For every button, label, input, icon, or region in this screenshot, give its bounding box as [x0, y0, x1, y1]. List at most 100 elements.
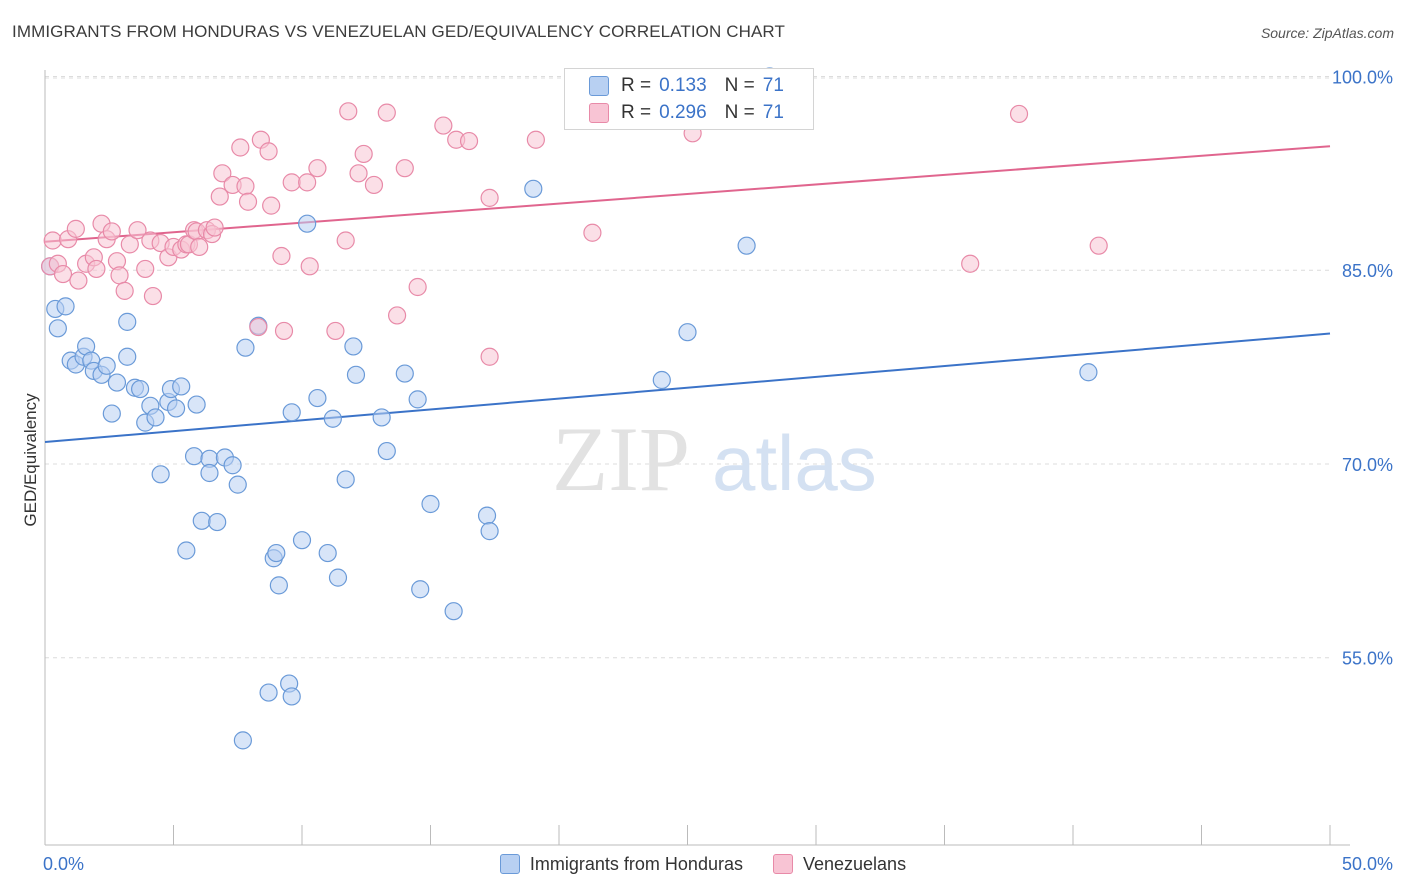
y-tick-label: 100.0%: [1332, 67, 1393, 87]
data-point: [737, 236, 756, 255]
data-point: [231, 138, 250, 157]
tick-labels: 100.0% 85.0% 70.0% 55.0% 0.0% 50.0%: [43, 67, 1393, 874]
data-point: [328, 568, 348, 587]
data-point: [395, 159, 414, 178]
data-point: [583, 223, 602, 242]
data-point: [118, 312, 137, 331]
source-label: Source: ZipAtlas.com: [1260, 25, 1394, 41]
data-point: [336, 231, 355, 250]
data-point: [292, 531, 312, 550]
data-point: [1009, 104, 1029, 124]
data-point: [115, 281, 134, 300]
data-point: [269, 576, 288, 595]
data-point: [136, 259, 155, 279]
legend-r-label: R =: [621, 102, 652, 123]
trend-line: [44, 332, 1331, 443]
data-point: [395, 364, 414, 383]
data-point: [262, 196, 281, 215]
data-point: [166, 399, 186, 418]
data-point: [213, 164, 232, 183]
x-tick-label: 0.0%: [43, 854, 84, 874]
data-point: [223, 456, 242, 475]
series-swatch-honduras: [499, 854, 520, 874]
data-point: [298, 214, 317, 233]
legend-row-venezuelans: R = 0.296 N = 71: [589, 100, 784, 126]
data-point: [43, 231, 62, 250]
data-point: [480, 347, 499, 366]
series-legend-item-honduras[interactable]: Immigrants from Honduras: [499, 853, 743, 875]
data-point: [238, 192, 258, 211]
data-point: [146, 408, 165, 427]
data-point: [326, 321, 345, 341]
data-point: [259, 142, 278, 161]
data-point: [200, 463, 219, 483]
series-legend: Immigrants from Honduras Venezuelans: [0, 852, 1406, 876]
data-point: [236, 338, 255, 357]
data-point: [678, 323, 697, 342]
data-point: [249, 317, 268, 337]
legend-r-label: R =: [621, 75, 652, 96]
data-point: [118, 347, 137, 366]
data-point: [236, 177, 255, 196]
data-point: [459, 131, 479, 151]
data-point: [172, 377, 191, 396]
data-point: [228, 475, 247, 494]
data-point: [110, 266, 129, 285]
data-point: [130, 379, 150, 399]
data-point: [205, 218, 224, 237]
y-axis-label: GED/Equivalency: [21, 393, 40, 527]
data-point: [177, 541, 196, 560]
data-point: [354, 144, 373, 164]
series-legend-item-venezuelans[interactable]: Venezuelans: [772, 853, 907, 875]
data-point: [272, 246, 291, 266]
legend-n-value: 71: [762, 75, 784, 96]
data-point: [349, 164, 368, 183]
legend-swatch-honduras: [589, 76, 609, 96]
data-point: [48, 319, 67, 338]
data-point: [526, 130, 545, 149]
correlation-legend: R = 0.133 N = 71 R = 0.296 N = 71: [564, 68, 814, 130]
data-point: [274, 321, 294, 341]
series-swatch-venezuelans: [772, 854, 793, 874]
series-label-honduras: Immigrants from Honduras: [529, 853, 743, 874]
trend-line: [44, 145, 1331, 243]
data-point: [53, 264, 73, 284]
data-point: [1079, 363, 1098, 382]
legend-n-label: N =: [724, 102, 755, 123]
data-point: [143, 286, 163, 306]
data-point: [298, 173, 317, 192]
legend-r-value: 0.296: [659, 102, 707, 123]
watermark: ZIP atlas: [552, 408, 877, 510]
data-point: [344, 337, 363, 356]
data-point: [377, 441, 396, 461]
data-point: [336, 470, 355, 489]
data-point: [377, 103, 396, 122]
data-point: [66, 219, 85, 238]
series-label-venezuelans: Venezuelans: [802, 853, 907, 874]
data-point: [408, 277, 427, 297]
data-point: [346, 365, 366, 384]
data-point: [192, 511, 211, 530]
data-point: [961, 254, 980, 273]
data-point: [323, 409, 342, 428]
data-point: [233, 731, 252, 750]
data-point: [480, 188, 499, 207]
data-point: [408, 390, 427, 409]
data-point: [339, 102, 358, 121]
gridlines: [45, 75, 1330, 659]
data-point: [128, 221, 147, 240]
trend-lines: [44, 145, 1331, 443]
legend-r-value: 0.133: [659, 75, 707, 96]
data-point: [102, 222, 121, 241]
y-tick-label: 55.0%: [1342, 649, 1393, 669]
data-point: [208, 512, 227, 532]
data-point: [300, 257, 319, 276]
data-point: [184, 447, 204, 466]
data-point: [477, 506, 497, 525]
data-point: [308, 388, 327, 408]
data-point: [151, 465, 170, 484]
axes: [44, 70, 1350, 846]
watermark-zip: ZIP: [552, 408, 690, 510]
data-point: [308, 159, 327, 178]
